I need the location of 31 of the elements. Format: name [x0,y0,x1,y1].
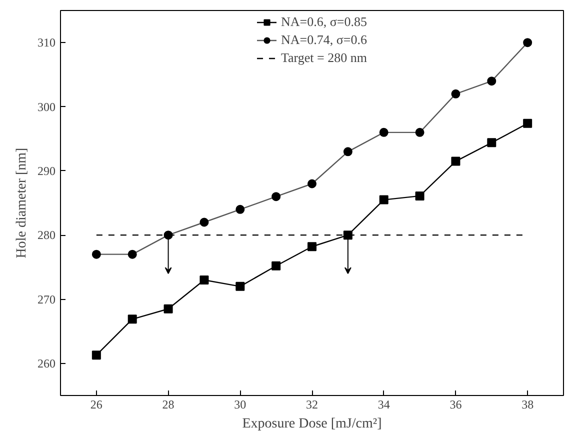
x-tick-label: 30 [234,398,246,412]
y-tick-label: 290 [38,164,56,178]
point [343,230,352,240]
point [200,276,209,284]
point [236,282,245,291]
x-tick-label: 32 [306,398,318,412]
x-axis-title: Exposure Dose [mJ/cm²] [242,416,382,432]
y-tick-label: 280 [38,228,56,242]
point [379,195,388,204]
y-tick-label: 260 [38,356,56,370]
point [272,261,281,270]
point [415,191,424,200]
point [451,156,460,166]
y-tick-label: 300 [38,100,56,114]
x-tick-label: 38 [522,398,534,412]
legend-label: NA=0.6, σ=0.85 [281,14,367,30]
point [92,350,101,360]
y-tick-label: 270 [38,292,56,306]
x-tick-label: 28 [162,398,174,412]
legend-label: Target = 280 nm [281,50,367,66]
legend-label: NA=0.74, σ=0.6 [281,32,367,48]
x-tick-label: 34 [378,398,390,412]
y-tick-label: 310 [38,36,56,50]
x-tick-label: 26 [90,398,102,412]
x-tick-label: 36 [450,398,462,412]
point [128,314,137,324]
point [523,118,532,128]
point [164,304,173,314]
y-axis-title: Hole diameter [nm] [14,148,30,258]
point [308,242,316,252]
point [487,138,496,148]
